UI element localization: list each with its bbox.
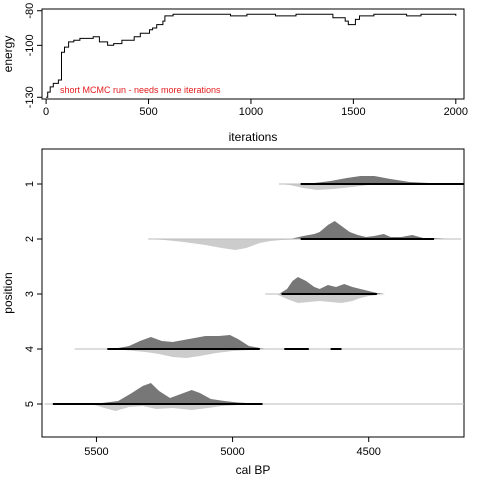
energy-plot-frame [41, 8, 465, 100]
ridgeline-x-axis-label: cal BP [236, 463, 271, 477]
ridgeline-axes: 5500 5000 4500 1 2 3 4 5 [24, 181, 381, 458]
energy-x-tick-label: 2000 [444, 106, 468, 118]
energy-x-tick-label: 500 [139, 106, 157, 118]
ridge-upper-density-1 [297, 176, 462, 184]
trace-annotation: short MCMC run - needs more iterations [60, 85, 221, 95]
energy-x-axis-label: iterations [229, 130, 278, 144]
energy-axes: 0 500 1000 1500 2000 -130 -100 -80 [24, 3, 468, 118]
ridgeline-series [44, 176, 464, 411]
ridgeline-y-tick-label: 2 [24, 236, 36, 242]
ridgeline-x-tick-label: 4500 [356, 446, 380, 458]
energy-y-tick-label: -130 [24, 86, 36, 108]
energy-trace-line [46, 13, 457, 98]
energy-trace-panel: 0 500 1000 1500 2000 -130 -100 -80 short MCMC r… [1, 3, 468, 144]
ridgeline-y-tick-label: 3 [24, 291, 36, 297]
energy-y-tick-label: -100 [24, 34, 36, 56]
calibration-ridgeline-panel: 5500 5000 4500 1 2 3 4 5 cal BP position [1, 148, 465, 477]
ridgeline-y-tick-label: 5 [24, 401, 36, 407]
energy-y-axis-label: energy [1, 36, 15, 73]
energy-x-tick-label: 1500 [341, 106, 365, 118]
ridge-lower-density-1 [278, 184, 424, 190]
ridge-lower-density-3 [276, 294, 385, 303]
ridgeline-plot-frame [41, 148, 465, 438]
ridge-lower-density-5 [91, 404, 260, 411]
ridge-upper-density-4 [99, 335, 271, 349]
ridge-upper-density-3 [278, 277, 385, 294]
ridgeline-y-tick-label: 1 [24, 181, 36, 187]
ridge-upper-density-2 [289, 221, 456, 239]
ridge-lower-density-4 [96, 349, 266, 358]
ridgeline-y-axis-label: position [1, 272, 15, 313]
ridge-lower-density-2 [148, 239, 315, 250]
ridge-upper-density-5 [80, 383, 266, 404]
energy-y-tick-label: -80 [24, 3, 36, 19]
energy-x-tick-label: 1000 [239, 106, 263, 118]
ridgeline-x-tick-label: 5000 [220, 446, 244, 458]
ridgeline-x-tick-label: 5500 [84, 446, 108, 458]
ridgeline-y-tick-label: 4 [24, 346, 36, 352]
energy-x-tick-label: 0 [43, 106, 49, 118]
